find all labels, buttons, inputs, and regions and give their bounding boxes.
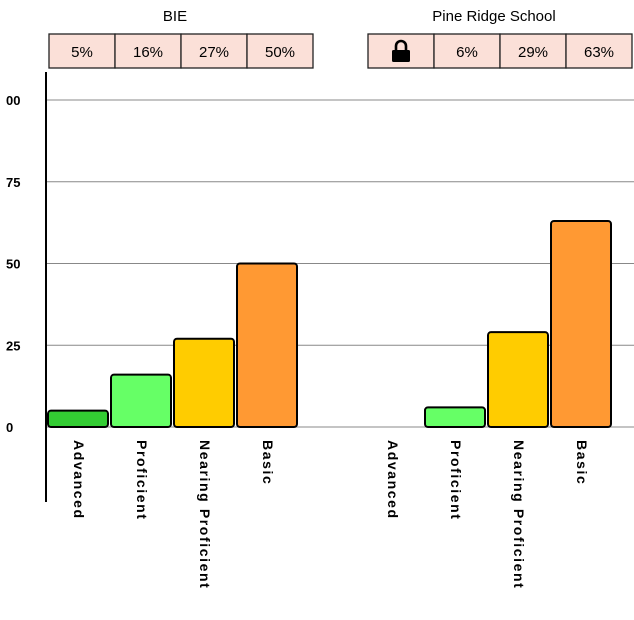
category-label: Nearing Proficient [511,440,527,589]
percent-box [433,33,501,69]
category-label: Advanced [71,440,87,520]
percent-label: 63% [584,44,614,61]
bar-1-2 [110,373,172,428]
y-tick-label: 75 [6,175,20,190]
category-label: Nearing Proficient [197,440,213,589]
percent-label: 29% [518,44,548,61]
y-tick-label: 25 [6,338,20,353]
lock-icon [392,39,410,62]
y-tick-label: 50 [6,257,20,272]
bar-2-4 [550,219,612,428]
bars [47,219,612,429]
percent-label: 16% [133,44,163,61]
category-label: Basic [574,440,590,485]
bar-1-3 [173,337,235,428]
y-tick-label: 0 [6,420,13,435]
category-label: Advanced [385,440,401,520]
panel-title: Pine Ridge School [432,8,555,25]
panel-title: BIE [163,8,187,25]
category-label: Basic [260,440,276,485]
percent-box [499,33,567,69]
panel-headers: BIE 5% 16% 27% 50% Pine Ridge School 6% 29% 63% [48,8,633,69]
percent-label: 50% [265,44,295,61]
y-axis: 0 25 50 75 00 [6,72,47,502]
percent-label: 6% [456,44,478,61]
y-tick-label: 00 [6,93,20,108]
bar-2-2 [424,406,486,429]
percent-box [565,33,633,69]
category-label: Proficient [448,440,464,521]
lock-shackle [394,39,408,50]
percent-box [246,33,314,69]
percent-label: 5% [71,44,93,61]
percent-label: 27% [199,44,229,61]
bar-2-3 [487,331,549,429]
percent-box [48,33,116,69]
bar-1-4 [236,262,298,428]
category-label: Proficient [134,440,150,521]
category-labels: Advanced Proficient Nearing Proficient Basi… [71,440,590,589]
lock-body [392,50,410,62]
bar-1-1 [47,409,109,428]
